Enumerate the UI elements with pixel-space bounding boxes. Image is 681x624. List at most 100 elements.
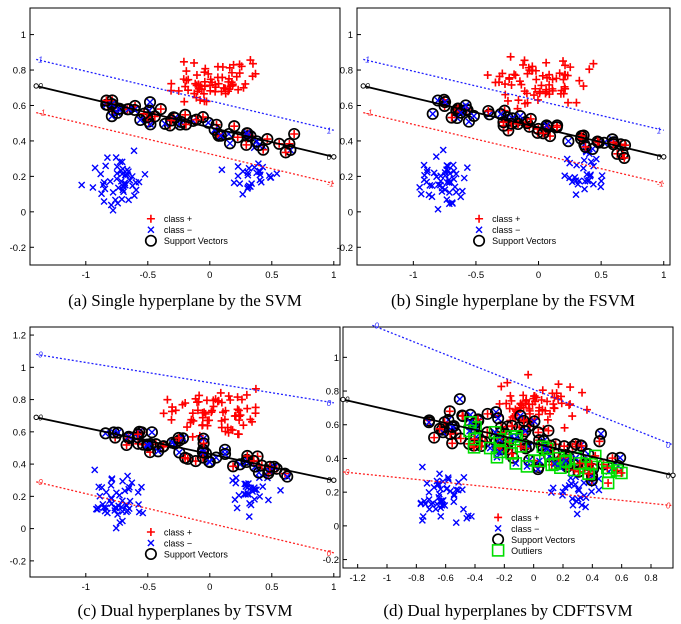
class-minus-point [256,493,264,501]
class-minus-point [590,162,598,170]
class-plus-point [544,426,553,435]
class-plus-point [181,453,190,462]
class-plus-point [508,421,517,430]
class-minus-point [448,199,456,207]
support-vector [143,96,157,109]
support-vector [281,470,294,483]
class-plus-point [239,83,248,92]
class-minus-point [126,497,134,505]
class-plus-point [230,122,239,131]
class-minus-point [93,505,101,513]
class-plus-point [290,130,299,139]
support-vector [179,451,192,464]
class-minus-point [568,495,576,503]
class-plus-point [537,395,546,404]
line-end-marker [33,414,39,421]
outlier [582,467,596,480]
lines-a: 1 1 0 0 -1 -1 [33,55,337,188]
class-minus-point [259,483,267,491]
class-plus-point [483,71,492,80]
class-minus-point [575,487,583,494]
class-minus-point [119,477,127,485]
support-vector [231,131,244,144]
class-plus-point [503,96,512,105]
support-vector [489,406,503,419]
class-minus-point [434,181,442,189]
legend-label: class + [164,214,192,224]
y-tick-label: 0.8 [13,66,26,77]
line-label: 0 [327,549,332,558]
class-minus-point [264,496,272,504]
support-vector [433,422,446,435]
support-vector [250,135,263,148]
line-hyperplane [35,85,335,158]
class-minus-point [251,495,258,503]
class-plus-point [538,386,547,395]
class-plus-point [526,114,535,123]
class-plus-point [456,434,465,443]
class-minus-point [231,496,239,504]
class-minus-point [425,488,433,496]
x-tick-label: -0.6 [437,573,453,584]
line-label: 0 [327,153,332,162]
legend-minus-marker [494,524,502,532]
x-tick-label: -1 [82,270,90,281]
support-vector [618,139,632,152]
class-minus-point [433,477,441,485]
legend-support-marker [144,234,157,247]
class-plus-point [227,425,236,434]
legend-minus-marker [147,226,155,234]
y-tick-label: 0.2 [326,488,339,499]
class-minus-point [587,171,595,179]
outlier [573,457,587,470]
class-minus-point [574,495,582,503]
class-minus-point [206,458,214,466]
x-tick-label: 0.6 [615,573,628,584]
y-tick-label: -0.2 [323,555,339,566]
class-minus-point [136,116,144,124]
x-tick-label: 1 [661,270,666,281]
class-minus-point [444,162,452,170]
class-minus-point [98,190,106,198]
class-plus-point [192,71,201,80]
class-minus-point [250,484,258,492]
support-vector [172,431,185,445]
class-plus-point [578,388,587,397]
class-plus-point [167,407,176,416]
class-plus-point [514,96,523,105]
class-minus-point [425,505,433,513]
class-minus-point [233,504,241,512]
class-plus-point [507,80,516,89]
class-plus-point [242,390,251,399]
class-minus-point [456,395,464,403]
class-plus-point [519,416,528,425]
class-plus-point [617,468,626,477]
class-plus-point [229,462,238,471]
class-minus-point [466,418,474,426]
class-minus-point [452,188,460,196]
class-plus-point [522,395,531,404]
class-minus-point [551,460,559,468]
class-plus-point [237,395,246,404]
class-plus-point [505,73,514,82]
line-label: 0 [666,502,671,511]
class-plus-point [184,86,193,95]
class-plus-point [564,98,573,107]
class-minus-point [119,182,127,190]
class-minus-point [580,492,588,500]
class-plus-point [595,437,604,446]
legend-label: class + [511,513,539,523]
outlier [615,466,628,480]
class-minus-point [128,172,136,180]
class-minus-point [91,164,99,172]
support-vector [148,110,161,123]
class-minus-point [218,166,226,174]
class-plus-point [224,87,233,96]
class-minus-point [450,498,458,506]
class-plus-point [560,423,569,432]
ticks-a: -1 -0.5 0 0.5 1 -0.2 0 0.2 0.4 0.6 0.8 1 [10,30,337,281]
support-vector [426,107,439,120]
class-minus-point [434,205,442,213]
support-vector [152,445,165,458]
outlier [493,445,506,459]
